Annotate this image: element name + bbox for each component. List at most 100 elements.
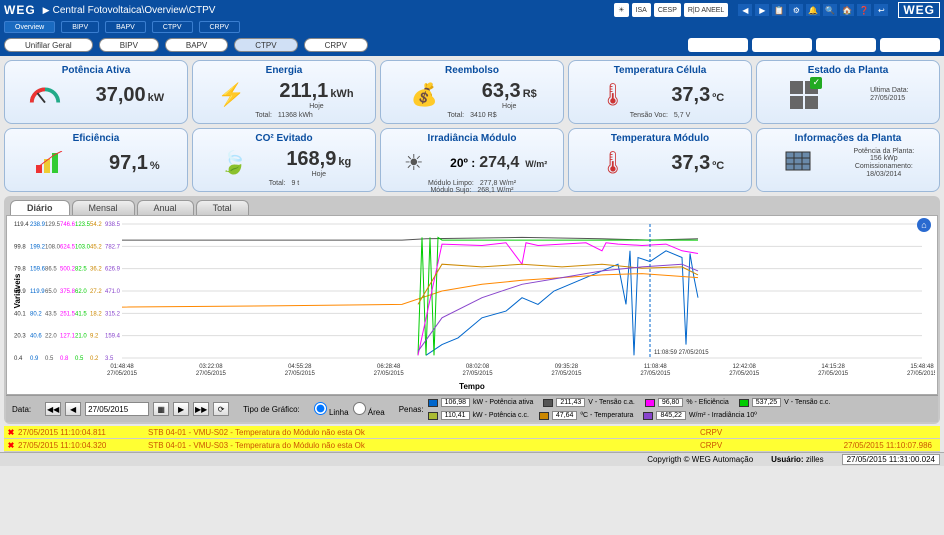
breadcrumb-l1[interactable]: Overview (144, 5, 186, 16)
svg-text:9.2: 9.2 (90, 334, 99, 340)
partner-logo-2: ISA (632, 3, 651, 17)
tab-unifilar[interactable]: Unifilar Geral (4, 38, 93, 52)
svg-text:624.5: 624.5 (60, 244, 76, 250)
partner-logo-3: CESP (654, 3, 681, 17)
svg-text:99.8: 99.8 (14, 244, 26, 250)
svg-text:108.0: 108.0 (45, 244, 61, 250)
date-input[interactable] (85, 402, 149, 416)
radio-linha[interactable]: Linha (314, 402, 349, 417)
panel-icon (782, 146, 816, 180)
clock: 27/05/2015 11:31:00.024 (842, 454, 940, 465)
svg-text:11:08:59 27/05/2015: 11:08:59 27/05/2015 (654, 350, 709, 356)
refresh-btn[interactable]: ⟳ (213, 402, 229, 416)
svg-text:18.2: 18.2 (90, 311, 102, 317)
legend-item[interactable]: 537,25V - Tensão c.c. (739, 398, 831, 407)
svg-text:199.2: 199.2 (30, 244, 46, 250)
svg-text:62.0: 62.0 (75, 289, 87, 295)
tab-bipv[interactable]: BIPV (99, 38, 159, 52)
chart-tab-anual[interactable]: Anual (137, 200, 194, 215)
chart-home-icon[interactable]: ⌂ (917, 218, 931, 232)
kpi-energia: Energia ⚡ 211,1kWh Hoje Total:11368 kWh (192, 60, 376, 124)
svg-text:80.2: 80.2 (30, 311, 42, 317)
tab-ctpv[interactable]: CTPV (234, 38, 297, 52)
clipboard-icon[interactable]: 📋 (771, 3, 787, 17)
partner-logo-4: R|D ANEEL (684, 3, 728, 17)
svg-text:238.9: 238.9 (30, 222, 46, 228)
home-icon[interactable]: 🏠 (839, 3, 855, 17)
svg-text:938.5: 938.5 (105, 222, 121, 228)
legend-item[interactable]: 845,22W/m² - Irradiância 10º (643, 411, 756, 420)
thermometer-icon: 🌡 (596, 78, 630, 112)
svg-text:27/05/2015: 27/05/2015 (285, 371, 316, 377)
svg-text:40.6: 40.6 (30, 334, 42, 340)
svg-text:27/05/2015: 27/05/2015 (640, 371, 671, 377)
search-icon[interactable]: 🔍 (822, 3, 838, 17)
bell-icon[interactable]: 🔔 (805, 3, 821, 17)
svg-text:41.5: 41.5 (75, 311, 87, 317)
gauge-icon (28, 78, 62, 112)
copyright: Copyrigth © WEG Automação (647, 455, 753, 464)
subtab-overview[interactable]: Overview (4, 21, 55, 33)
tab-bapv[interactable]: BAPV (165, 38, 228, 52)
help-icon[interactable]: ❓ (856, 3, 872, 17)
svg-text:626.9: 626.9 (105, 267, 121, 273)
tab-crpv[interactable]: CRPV (304, 38, 368, 52)
svg-text:01:48:48: 01:48:48 (110, 364, 134, 370)
chart-area[interactable]: 119.4238.9129.5746.6123.554.2938.599.819… (6, 215, 938, 395)
svg-text:21.0: 21.0 (75, 334, 87, 340)
thermometer-icon: 🌡 (596, 146, 630, 180)
chart-controls: Data: ◀◀ ◀ ▦ ▶ ▶▶ ⟳ Tipo de Gráfico: Lin… (6, 395, 938, 422)
svg-text:375.8: 375.8 (60, 289, 76, 295)
alarm-close-icon[interactable]: ✖ (4, 428, 18, 437)
logout-icon[interactable]: ↩ (873, 3, 889, 17)
subtab-bipv[interactable]: BIPV (61, 21, 99, 33)
svg-text:119.9: 119.9 (30, 289, 45, 295)
legend-item[interactable]: 110,41kW - Potência c.c. (428, 411, 529, 420)
chart-tab-diario[interactable]: Diário (10, 200, 70, 215)
chart-tab-total[interactable]: Total (196, 200, 249, 215)
kpi-value: 37,00 (96, 84, 146, 106)
subtab-ctpv[interactable]: CTPV (152, 21, 193, 33)
tabbar-slot-1[interactable] (688, 38, 748, 52)
chart-tab-mensal[interactable]: Mensal (72, 200, 135, 215)
svg-text:103.0: 103.0 (75, 244, 91, 250)
chart-legend: 106,98kW - Potência ativa 211,43V - Tensã… (428, 398, 932, 420)
tabbar-slot-4[interactable] (880, 38, 940, 52)
tab-bar: Unifilar Geral BIPV BAPV CTPV CRPV (0, 34, 944, 56)
svg-text:123.5: 123.5 (75, 222, 91, 228)
date-last-btn[interactable]: ▶▶ (193, 402, 209, 416)
tabbar-slot-3[interactable] (816, 38, 876, 52)
bolt-icon: ⚡ (214, 78, 248, 112)
svg-text:27/05/2015: 27/05/2015 (907, 371, 935, 377)
svg-text:27.2: 27.2 (90, 289, 102, 295)
subtab-bapv[interactable]: BAPV (105, 21, 146, 33)
legend-item[interactable]: 106,98kW - Potência ativa (428, 398, 534, 407)
alarm-row[interactable]: ✖ 27/05/2015 11:10:04.811 STB 04-01 - VM… (4, 426, 940, 439)
legend-item[interactable]: 96,80% - Eficiência (645, 398, 729, 407)
date-cal-btn[interactable]: ▦ (153, 402, 169, 416)
subtab-crpv[interactable]: CRPV (199, 21, 240, 33)
radio-area[interactable]: Área (353, 402, 385, 417)
date-first-btn[interactable]: ◀◀ (45, 402, 61, 416)
legend-item[interactable]: 47,64ºC - Temperatura (539, 411, 634, 420)
svg-text:0.2: 0.2 (90, 356, 99, 362)
svg-text:27/05/2015: 27/05/2015 (551, 371, 582, 377)
nav-fwd-icon[interactable]: ▶ (754, 3, 770, 17)
breadcrumb-l2[interactable]: CTPV (189, 5, 216, 16)
chart-tabs: Diário Mensal Anual Total (6, 198, 938, 215)
nav-back-icon[interactable]: ◀ (737, 3, 753, 17)
svg-text:22.0: 22.0 (45, 334, 57, 340)
svg-text:315.2: 315.2 (105, 311, 121, 317)
tabbar-slot-2[interactable] (752, 38, 812, 52)
date-prev-btn[interactable]: ◀ (65, 402, 81, 416)
chart-svg: 119.4238.9129.5746.6123.554.2938.599.819… (9, 218, 935, 378)
alarm-close-icon[interactable]: ✖ (4, 441, 18, 450)
svg-text:0.5: 0.5 (75, 356, 84, 362)
date-next-btn[interactable]: ▶ (173, 402, 189, 416)
svg-text:27/05/2015: 27/05/2015 (818, 371, 849, 377)
legend-item[interactable]: 211,43V - Tensão c.a. (543, 398, 634, 407)
alarm-row[interactable]: ✖ 27/05/2015 11:10:04.320 STB 04-01 - VM… (4, 439, 940, 452)
kpi-info-planta: Informações da Planta Potência da Planta… (756, 128, 940, 192)
breadcrumb-root[interactable]: Central Fotovoltaica (53, 5, 142, 16)
gear-icon[interactable]: ⚙ (788, 3, 804, 17)
